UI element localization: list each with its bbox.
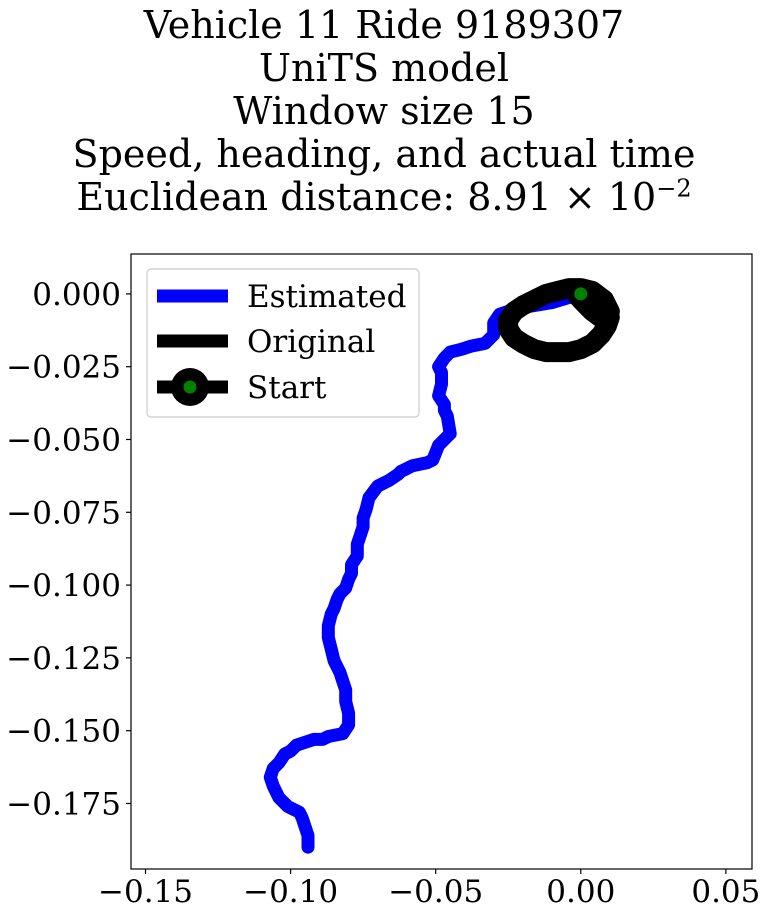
title-line-distance: Euclidean distance: 8.91 × 10−2 (0, 176, 768, 219)
y-tick-label: −0.175 (6, 786, 121, 822)
title-line-3: Window size 15 (233, 89, 535, 133)
legend-label-start: Start (247, 370, 327, 406)
legend: Estimated Original Start (146, 268, 420, 418)
distance-label: Euclidean distance: 8.91 (76, 175, 552, 219)
y-tick-label: −0.075 (6, 495, 121, 531)
x-tick-label: −0.15 (98, 874, 193, 910)
legend-label-original: Original (247, 324, 375, 360)
distance-times: × (563, 175, 596, 219)
y-tick-label: −0.050 (6, 422, 121, 458)
distance-exponent: −2 (656, 174, 692, 203)
axes-frame (130, 253, 753, 870)
distance-base: 10 (607, 175, 657, 219)
y-tick-label: −0.025 (6, 350, 121, 386)
x-tick-label: 0.05 (691, 874, 760, 910)
legend-start-marker-inner (183, 380, 197, 394)
title-line-2: UniTS model (259, 46, 509, 90)
y-tick-label: −0.150 (6, 714, 121, 750)
plot-area (263, 278, 620, 854)
chart-title: Vehicle 11 Ride 9189307 UniTS model Wind… (0, 0, 768, 219)
axes: −0.15 −0.10 −0.05 0.00 0.05 0.000 −0.025 −0.050… (6, 253, 760, 910)
title-line-4: Speed, heading, and actual time (72, 132, 696, 176)
legend-box (146, 268, 420, 418)
series-line-original (498, 278, 620, 363)
x-tick-label: 0.00 (546, 874, 615, 910)
x-tick-label: −0.05 (388, 874, 483, 910)
title-line-1: Vehicle 11 Ride 9189307 (143, 3, 625, 47)
start-marker-inner (574, 287, 588, 301)
y-tick-label: −0.125 (6, 641, 121, 677)
y-tick-label: −0.100 (6, 568, 121, 604)
legend-label-estimated: Estimated (247, 279, 406, 315)
y-tick-label: 0.000 (32, 277, 121, 313)
series-line-estimated (263, 287, 588, 854)
x-tick-label: −0.10 (243, 874, 338, 910)
